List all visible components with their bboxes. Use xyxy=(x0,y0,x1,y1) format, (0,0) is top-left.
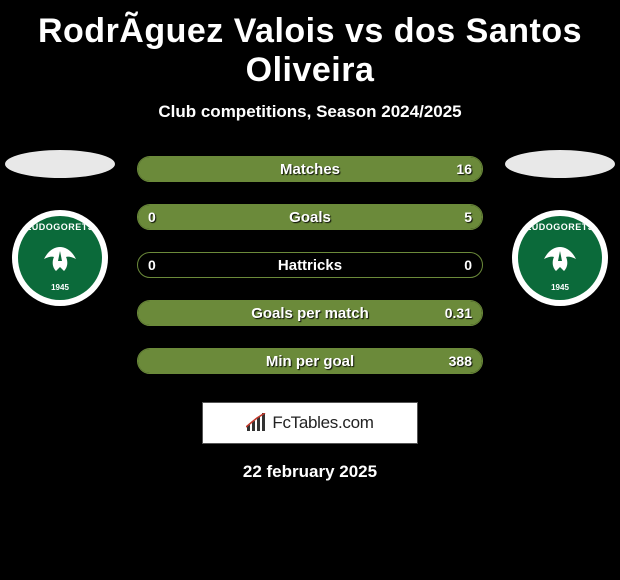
club-badge-right: LUDOGORETS 1945 xyxy=(512,210,608,306)
eagle-icon xyxy=(538,241,582,277)
player-right-column: LUDOGORETS 1945 xyxy=(500,140,620,306)
club-year-right: 1945 xyxy=(518,283,602,292)
brand-text: FcTables.com xyxy=(272,413,373,433)
page-title: RodrÃ­guez Valois vs dos Santos Oliveira xyxy=(0,0,620,94)
stat-label: Hattricks xyxy=(138,257,482,274)
player-left-image xyxy=(5,150,115,178)
stat-label: Goals xyxy=(138,209,482,226)
club-badge-left-inner: LUDOGORETS 1945 xyxy=(18,216,102,300)
stat-label: Goals per match xyxy=(138,305,482,322)
stat-row-min-per-goal: Min per goal 388 xyxy=(137,348,483,374)
brand-box[interactable]: FcTables.com xyxy=(202,402,418,444)
club-name-left: LUDOGORETS xyxy=(18,222,102,232)
stat-row-matches: Matches 16 xyxy=(137,156,483,182)
stat-value-right: 16 xyxy=(456,161,472,177)
stat-label: Min per goal xyxy=(138,353,482,370)
brand-inner: FcTables.com xyxy=(246,413,373,433)
club-badge-right-inner: LUDOGORETS 1945 xyxy=(518,216,602,300)
club-name-right: LUDOGORETS xyxy=(518,222,602,232)
stat-row-goals-per-match: Goals per match 0.31 xyxy=(137,300,483,326)
stat-value-right: 5 xyxy=(464,209,472,225)
stat-row-hattricks: 0 Hattricks 0 xyxy=(137,252,483,278)
club-year-left: 1945 xyxy=(18,283,102,292)
eagle-icon xyxy=(38,241,82,277)
stat-value-right: 0.31 xyxy=(445,305,472,321)
stat-label: Matches xyxy=(138,161,482,178)
main-row: LUDOGORETS 1945 LUDOGORETS xyxy=(0,140,620,374)
date-line: 22 february 2025 xyxy=(0,444,620,482)
stat-row-goals: 0 Goals 5 xyxy=(137,204,483,230)
player-left-column: LUDOGORETS 1945 xyxy=(0,140,120,306)
stat-value-right: 0 xyxy=(464,257,472,273)
bar-chart-icon xyxy=(246,413,268,433)
club-badge-left: LUDOGORETS 1945 xyxy=(12,210,108,306)
player-right-image xyxy=(505,150,615,178)
subtitle: Club competitions, Season 2024/2025 xyxy=(0,94,620,140)
stat-value-right: 388 xyxy=(449,353,472,369)
stats-block: Matches 16 0 Goals 5 0 Hattricks 0 xyxy=(137,140,483,374)
